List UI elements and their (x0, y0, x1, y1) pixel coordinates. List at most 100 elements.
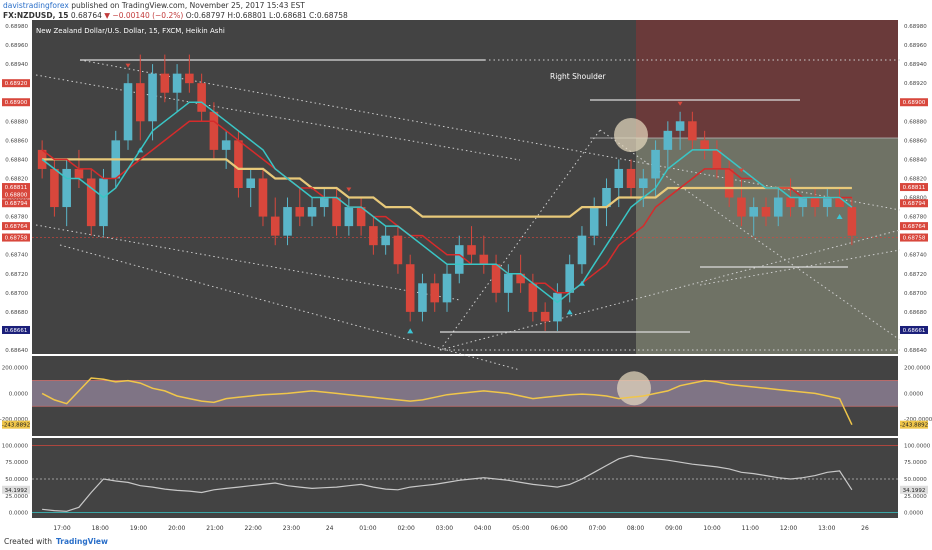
price-label-left: 0.68920 (5, 81, 28, 87)
price-change: ▼ −0.00140 (−0.2%) (104, 11, 184, 20)
candle-body (185, 73, 194, 84)
y-tick-left: 0.68680 (5, 310, 28, 316)
adx-line (42, 454, 853, 512)
candle-body (62, 168, 71, 208)
trendlines (32, 59, 901, 371)
cci-panel: 200.0000 200.0000 0.0000 0.0000 -200.0000 -20… (0, 366, 932, 429)
x-tick-label: 04:00 (474, 525, 491, 532)
y-tick-right: 0.68640 (904, 348, 927, 354)
author-link[interactable]: davistradingforex (3, 1, 69, 10)
price-label-right: 0.68758 (903, 236, 926, 242)
adx-tick-left: 25.0000 (5, 494, 28, 500)
adx-tick-left: 0.0000 (9, 511, 29, 517)
last-price: 0.68764 (70, 11, 102, 20)
swing-high-marker (677, 101, 683, 106)
candle-body (86, 178, 96, 227)
x-tick-label: 26 (861, 525, 869, 532)
chart-svg[interactable]: Right Shoulder New Zealand Dollar/U.S. D… (0, 20, 932, 535)
swing-low-marker (137, 147, 144, 153)
candle-body (651, 149, 660, 179)
x-tick-label: 09:00 (665, 525, 682, 532)
candle-body (344, 207, 354, 227)
cci-tick-right: 200.0000 (904, 366, 931, 372)
x-tick-label: 24 (326, 525, 334, 532)
y-tick-left: 0.68700 (5, 291, 28, 297)
candle-body (454, 245, 464, 274)
cci-tick-left: 200.0000 (2, 366, 29, 372)
price-label-right-bg (900, 222, 928, 231)
candle-body (123, 83, 133, 141)
candle-body (135, 83, 145, 122)
swing-low-marker (578, 280, 585, 286)
cci-line (41, 377, 853, 426)
price-label-right-bg (900, 98, 928, 107)
y-tick-right: 0.68980 (904, 24, 927, 30)
price-label-right: 0.68764 (903, 224, 926, 230)
y-tick-left: 0.68740 (5, 253, 28, 259)
price-label-left: 0.68900 (5, 100, 28, 106)
price-label-left-bg (2, 222, 30, 231)
y-tick-right: 0.68920 (904, 81, 927, 87)
candle-body (74, 168, 84, 179)
price-label-left: 0.68794 (5, 201, 28, 207)
y-tick-left: 0.68860 (5, 138, 28, 144)
swing-low-marker (566, 309, 573, 315)
price-label-right-bg (900, 325, 928, 334)
y-tick-right: 0.68880 (904, 119, 927, 125)
adx-last-bg-right (900, 485, 928, 494)
x-tick-label: 18:00 (92, 525, 109, 532)
candle-body (99, 178, 108, 227)
cci-tick-right: 0.0000 (904, 391, 924, 397)
candle-body (810, 197, 820, 208)
cci-last-bg (2, 420, 30, 429)
y-tick-left: 0.68780 (5, 215, 28, 221)
candle-body (283, 207, 292, 236)
price-label-left: 0.68764 (5, 224, 28, 230)
x-tick-label: 01:00 (359, 525, 376, 532)
adx-tick-right: 0.0000 (904, 511, 924, 517)
candle-body (160, 73, 170, 93)
candle-body (504, 273, 513, 293)
y-tick-right: 0.68840 (904, 157, 927, 163)
shoulder-highlight (614, 118, 648, 152)
cci-last-label: -243.8892 (2, 423, 30, 429)
candle-body (246, 178, 255, 188)
trendline (59, 244, 521, 371)
candle-body (381, 235, 390, 246)
adx-panel: 100.0000 100.0000 75.0000 75.0000 50.0000 50.… (2, 443, 931, 516)
x-tick-label: 20:00 (168, 525, 185, 532)
adx-last-bg (2, 485, 30, 494)
adx-tick-left: 50.0000 (5, 477, 28, 483)
x-tick-label: 02:00 (397, 525, 414, 532)
footer: Created with TradingView (4, 537, 108, 546)
x-tick-label: 03:00 (436, 525, 453, 532)
trendline (439, 129, 601, 351)
tradingview-logo[interactable]: TradingView (55, 537, 108, 546)
swing-high-marker (125, 63, 131, 68)
x-tick-label: 10:00 (703, 525, 720, 532)
ema-slow-line (41, 120, 852, 294)
candle-body (295, 207, 305, 217)
x-tick-label: 21:00 (206, 525, 223, 532)
swing-high-marker (738, 168, 744, 173)
price-label-right-bg (900, 199, 928, 208)
candle-body (773, 197, 783, 217)
candle-body (467, 245, 476, 255)
x-tick-label: 08:00 (627, 525, 644, 532)
candle-body (675, 121, 685, 131)
candle-body (197, 83, 206, 112)
x-tick-label: 13:00 (818, 525, 835, 532)
price-label-left: 0.68661 (5, 328, 28, 334)
candle-body (614, 168, 624, 188)
y-tick-left: 0.68880 (5, 119, 28, 125)
adx-tick-right: 25.0000 (904, 494, 927, 500)
price-label-left: 0.68811 (5, 185, 28, 191)
y-tick-left: 0.68720 (5, 272, 28, 278)
x-tick-label: 19:00 (130, 525, 147, 532)
x-tick-label: 06:00 (550, 525, 567, 532)
y-tick-right: 0.68960 (904, 43, 927, 49)
candle-body (626, 168, 636, 188)
candle-body (320, 197, 329, 208)
y-tick-left: 0.68940 (5, 62, 28, 68)
y-tick-left: 0.68960 (5, 43, 28, 49)
